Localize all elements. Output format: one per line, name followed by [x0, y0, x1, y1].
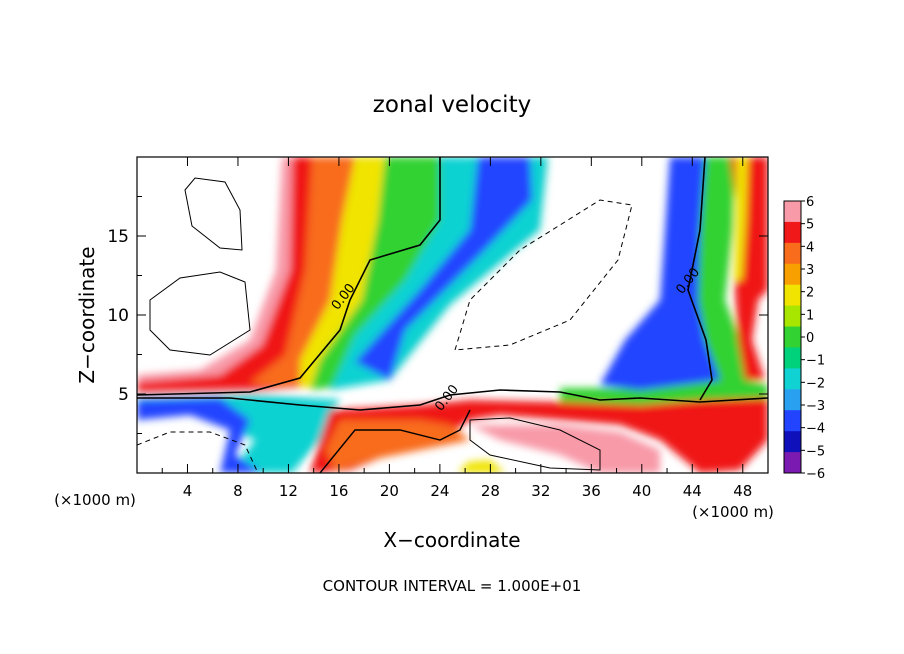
colorbar-label: −4 [806, 422, 825, 437]
field-band-blue-upper [355, 157, 532, 380]
colorbar-segment [784, 347, 801, 369]
contour-negative-lowerleft [137, 431, 259, 473]
colorbar-segment [784, 221, 801, 244]
contour-positive-bottom [469, 417, 601, 471]
colorbar-label: −1 [806, 354, 825, 369]
x-tick-label: 4 [183, 482, 193, 500]
colorbar-segment [784, 452, 801, 474]
x-tick-label: 12 [279, 482, 298, 500]
field-band-green-right [698, 157, 745, 380]
contour-zero-lower [137, 389, 768, 411]
colorbar-segment [784, 201, 801, 223]
colorbar-segment [784, 305, 801, 328]
chart-title: zonal velocity [373, 92, 531, 118]
x-axis-unit-right: (×1000 m) [692, 503, 774, 521]
field-band-yellow-blob [458, 460, 505, 473]
x-tick-label: 8 [233, 482, 243, 500]
velocity-field [137, 157, 768, 473]
x-tick-label: 20 [380, 482, 399, 500]
x-tick-label: 44 [683, 482, 702, 500]
field-band-orange-lower [325, 420, 470, 470]
x-axis-unit-left: (×1000 m) [54, 491, 136, 509]
colorbar-label: −6 [806, 467, 825, 482]
contour-interval-note: CONTOUR INTERVAL = 1.000E+01 [323, 577, 582, 595]
field-band-blue-right [600, 157, 720, 390]
field-band-blue-left [137, 398, 262, 473]
colorbar-label: 6 [806, 195, 814, 210]
x-axis: 4 8 12 16 20 24 28 32 36 40 44 48 [161, 157, 752, 500]
contour-zero-right [687, 157, 713, 401]
x-axis-label: X−coordinate [383, 528, 520, 552]
colorbar-segment [784, 368, 801, 390]
contour-zero-main [137, 157, 441, 396]
colorbar-segment [784, 263, 801, 286]
colorbar-label: 0 [806, 331, 814, 346]
y-tick-label: 15 [107, 227, 129, 247]
colorbar-segment [784, 431, 801, 453]
contour-positive-topleft [184, 177, 243, 251]
colorbar-label: −5 [806, 444, 825, 459]
colorbar-segment [784, 326, 801, 348]
x-tick-label: 40 [632, 482, 651, 500]
colorbar-segment [784, 389, 801, 411]
y-axis: 5 10 15 [107, 196, 768, 434]
contour-lines [137, 157, 768, 473]
field-band-green-lower [560, 378, 768, 405]
x-tick-label: 24 [430, 482, 449, 500]
colorbar-label: 4 [806, 240, 814, 255]
y-tick-label: 5 [118, 385, 129, 405]
colorbar-segment [784, 410, 801, 432]
x-tick-label: 48 [733, 482, 752, 500]
x-tick-label: 28 [481, 482, 500, 500]
colorbar-label: −3 [806, 399, 825, 414]
colorbar-label: 5 [806, 218, 814, 233]
field-band-yellow-right [734, 157, 748, 280]
colorbar-label: 1 [806, 308, 814, 323]
plot-area: 0.000.000.00 [137, 157, 768, 473]
x-tick-label: 32 [531, 482, 550, 500]
field-band-red-lower [310, 395, 768, 473]
x-tick-label: 16 [329, 482, 348, 500]
contour-positive-midleft [149, 271, 251, 356]
colorbar: 6 5 4 3 2 1 0 −1 −2 −3 −4 −5 −6 [783, 195, 825, 482]
y-tick-label: 10 [107, 306, 129, 326]
colorbar-label: 3 [806, 263, 814, 278]
colorbar-label: 2 [806, 286, 814, 301]
contour-zero-bottom [319, 409, 471, 473]
y-axis-label: Z−coordinate [75, 246, 99, 383]
colorbar-segment [784, 242, 801, 265]
x-tick-label: 36 [582, 482, 601, 500]
contour-negative-center [454, 199, 633, 351]
colorbar-segment [784, 284, 801, 307]
field-band-pink-lower [470, 425, 660, 473]
colorbar-label: −2 [806, 376, 825, 391]
